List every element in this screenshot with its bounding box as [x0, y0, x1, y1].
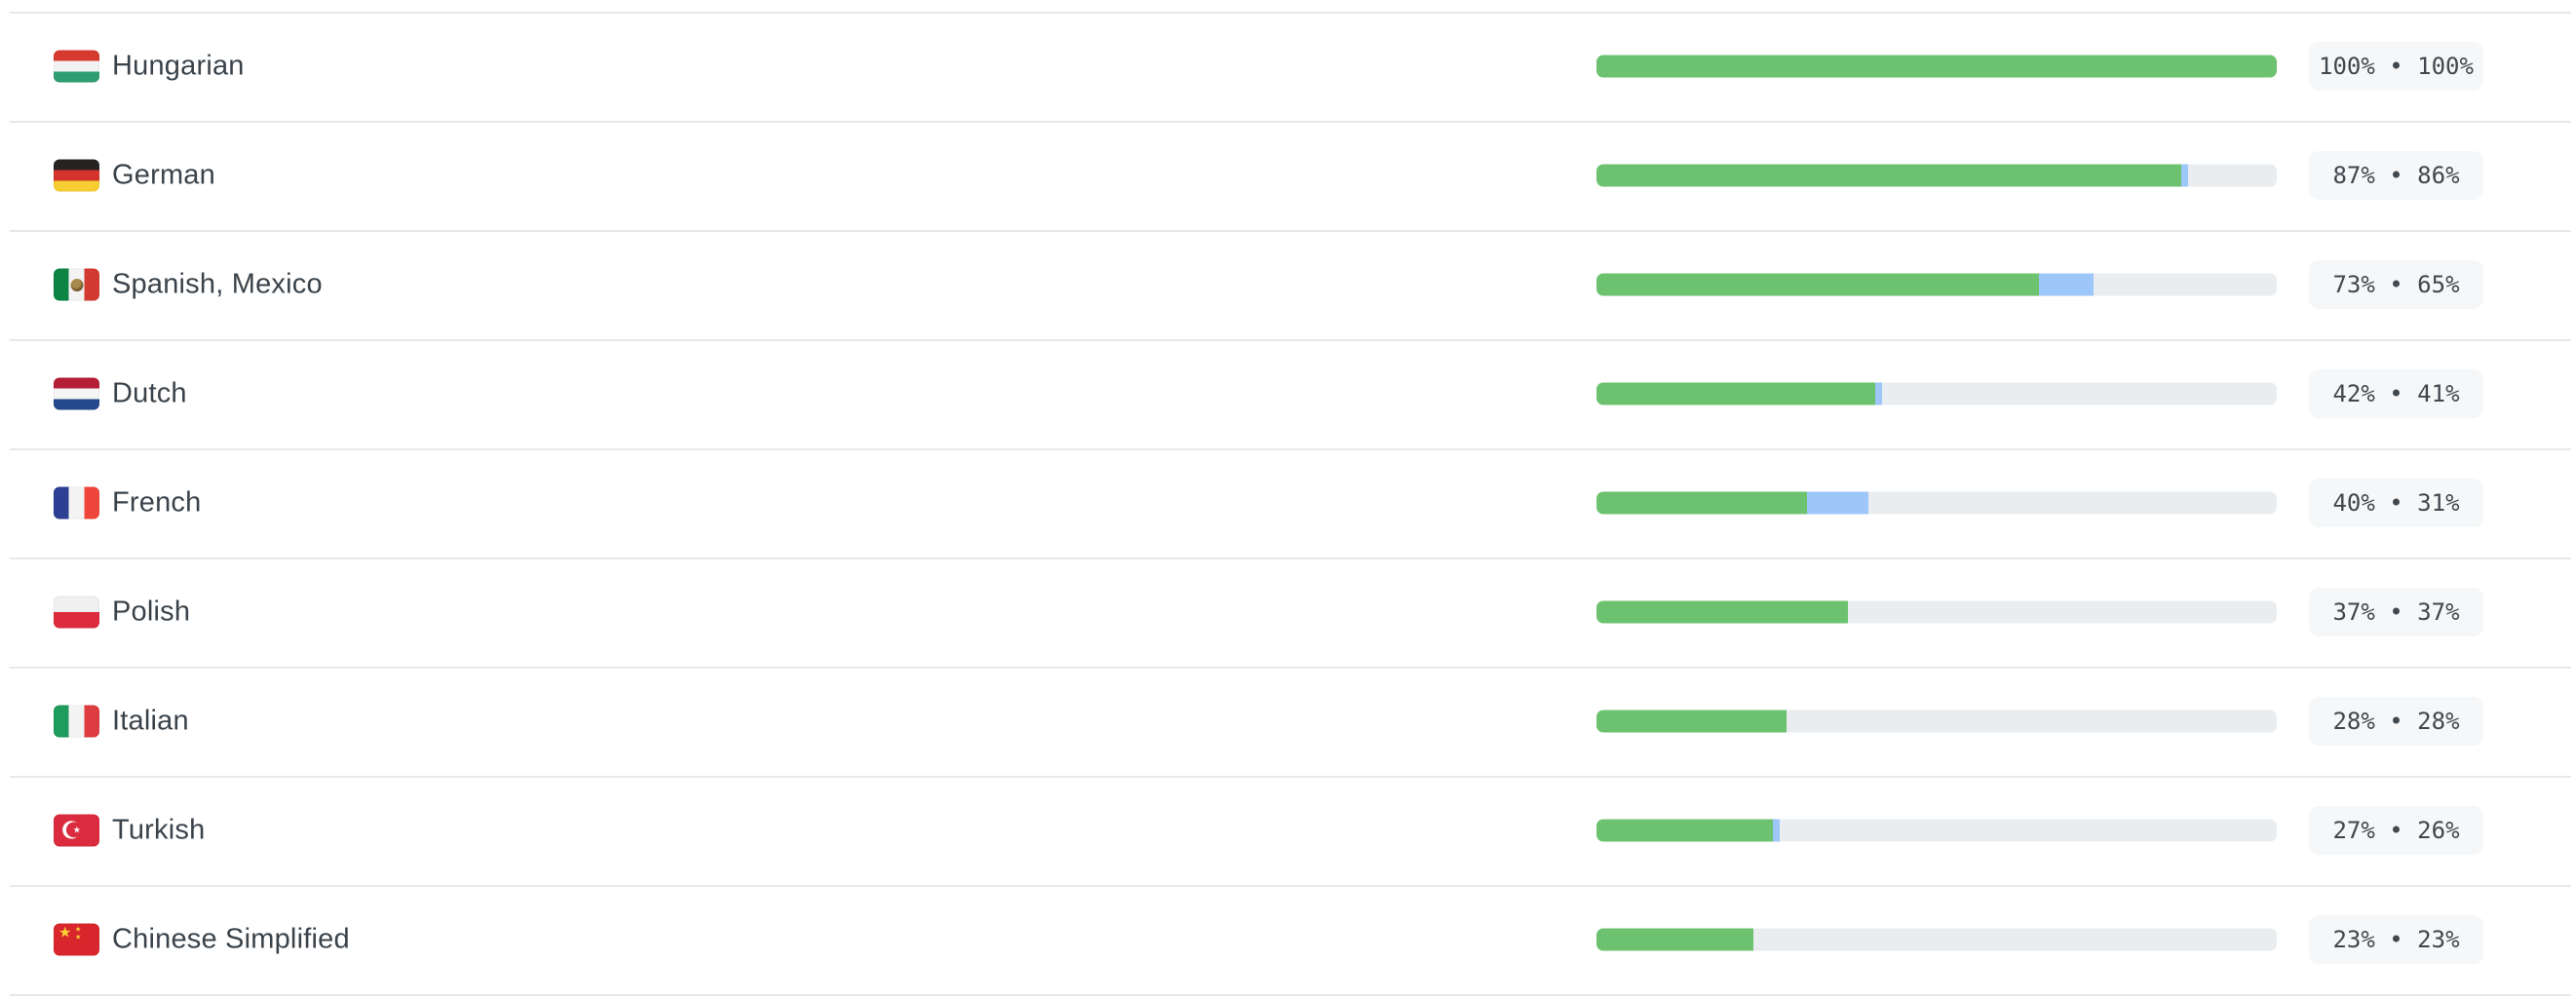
language-name[interactable]: Dutch	[112, 377, 187, 409]
language-list: Hungarian 100% • 100% German 87% • 86% S…	[0, 12, 2576, 996]
language-row[interactable]: German 87% • 86%	[0, 121, 2576, 230]
progress-bar	[1596, 710, 2277, 733]
language-name[interactable]: Polish	[112, 596, 191, 628]
cn-flag-icon	[54, 923, 99, 956]
language-name[interactable]: Italian	[112, 705, 189, 737]
language-row[interactable]: Turkish 27% • 26%	[0, 776, 2576, 885]
language-row[interactable]: Hungarian 100% • 100%	[0, 12, 2576, 121]
language-row[interactable]: Dutch 42% • 41%	[0, 339, 2576, 448]
language-name[interactable]: Spanish, Mexico	[112, 268, 323, 300]
progress-badge: 42% • 41%	[2309, 369, 2483, 418]
it-flag-icon	[54, 705, 99, 738]
list-bottom-divider	[10, 994, 2571, 996]
progress-bar	[1596, 55, 2277, 78]
language-name[interactable]: German	[112, 159, 215, 191]
progress-bar	[1596, 382, 2277, 405]
progress-pending-segment	[2038, 273, 2094, 296]
progress-badge: 37% • 37%	[2309, 588, 2483, 636]
progress-badge: 40% • 31%	[2309, 479, 2483, 527]
language-name[interactable]: Chinese Simplified	[112, 923, 350, 955]
progress-translated-segment	[1596, 382, 1876, 405]
tr-flag-icon	[54, 814, 99, 847]
hu-flag-icon	[54, 50, 99, 83]
progress-badge: 23% • 23%	[2309, 915, 2483, 964]
progress-badge: 28% • 28%	[2309, 697, 2483, 746]
progress-pending-segment	[2181, 164, 2189, 187]
progress-badge: 100% • 100%	[2309, 42, 2483, 91]
progress-bar	[1596, 819, 2277, 842]
language-row[interactable]: Spanish, Mexico 73% • 65%	[0, 230, 2576, 339]
progress-badge: 73% • 65%	[2309, 260, 2483, 309]
progress-badge: 27% • 26%	[2309, 806, 2483, 855]
progress-translated-segment	[1596, 164, 2182, 187]
fr-flag-icon	[54, 486, 99, 519]
progress-translated-segment	[1596, 600, 1849, 624]
progress-pending-segment	[1807, 491, 1869, 515]
progress-bar	[1596, 164, 2277, 187]
progress-bar	[1596, 273, 2277, 296]
progress-translated-segment	[1596, 273, 2039, 296]
progress-bar	[1596, 928, 2277, 951]
language-name[interactable]: Hungarian	[112, 50, 245, 82]
pl-flag-icon	[54, 596, 99, 629]
language-row[interactable]: Polish 37% • 37%	[0, 558, 2576, 667]
progress-bar	[1596, 491, 2277, 515]
language-row[interactable]: Italian 28% • 28%	[0, 667, 2576, 776]
progress-translated-segment	[1596, 710, 1788, 733]
progress-translated-segment	[1596, 819, 1774, 842]
progress-translated-segment	[1596, 928, 1753, 951]
language-name[interactable]: French	[112, 486, 202, 519]
progress-bar	[1596, 600, 2277, 624]
nl-flag-icon	[54, 377, 99, 410]
language-name[interactable]: Turkish	[112, 814, 206, 846]
progress-pending-segment	[1773, 819, 1781, 842]
progress-badge: 87% • 86%	[2309, 151, 2483, 200]
progress-pending-segment	[1875, 382, 1883, 405]
language-row[interactable]: French 40% • 31%	[0, 448, 2576, 558]
de-flag-icon	[54, 159, 99, 192]
language-row[interactable]: Chinese Simplified 23% • 23%	[0, 885, 2576, 994]
mx-flag-icon	[54, 268, 99, 301]
progress-translated-segment	[1596, 55, 2277, 78]
progress-translated-segment	[1596, 491, 1808, 515]
